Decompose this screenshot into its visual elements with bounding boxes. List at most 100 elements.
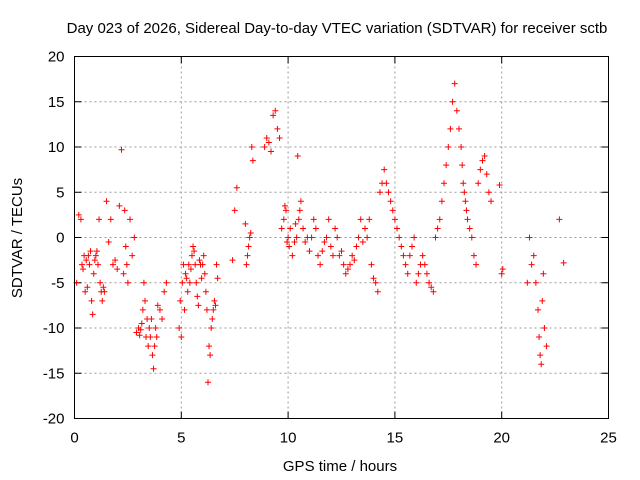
- data-points: [73, 80, 567, 386]
- data-point-marker: [183, 275, 190, 282]
- data-point-marker: [398, 243, 405, 250]
- data-point-marker: [120, 270, 127, 277]
- data-point-marker: [394, 225, 401, 232]
- data-point-marker: [460, 180, 467, 187]
- data-point-marker: [201, 270, 208, 277]
- data-point-marker: [415, 270, 422, 277]
- data-point-marker: [146, 325, 153, 331]
- data-point-marker: [184, 288, 191, 295]
- data-point-marker: [338, 248, 345, 255]
- data-point-marker: [214, 275, 221, 282]
- data-point-marker: [99, 297, 106, 304]
- data-point-marker: [231, 207, 238, 214]
- data-point-marker: [413, 279, 420, 286]
- data-point-marker: [163, 279, 170, 286]
- data-point-marker: [75, 211, 82, 218]
- data-point-marker: [229, 257, 236, 264]
- data-point-marker: [329, 252, 336, 259]
- data-point-marker: [212, 302, 219, 309]
- data-point-marker: [535, 306, 542, 313]
- data-point-marker: [121, 207, 128, 214]
- data-point-marker: [473, 261, 480, 268]
- data-point-marker: [127, 216, 134, 223]
- data-point-marker: [323, 234, 330, 241]
- data-point-marker: [93, 248, 100, 255]
- data-point-marker: [308, 234, 315, 241]
- data-point-marker: [265, 139, 272, 146]
- data-point-marker: [289, 252, 296, 259]
- x-axis-label: GPS time / hours: [283, 458, 397, 475]
- data-point-marker: [149, 352, 156, 359]
- data-point-marker: [182, 270, 189, 277]
- data-point-marker: [261, 144, 268, 150]
- x-tick-label: 10: [280, 430, 297, 447]
- data-point-marker: [376, 189, 383, 196]
- data-point-marker: [443, 162, 450, 169]
- data-point-marker: [428, 284, 435, 291]
- data-point-marker: [295, 216, 302, 223]
- data-point-marker: [203, 306, 210, 313]
- data-point-marker: [209, 315, 216, 322]
- data-point-marker: [211, 297, 218, 304]
- data-point-marker: [85, 252, 92, 259]
- data-point-marker: [340, 261, 347, 268]
- data-point-marker: [180, 261, 187, 268]
- data-point-marker: [296, 207, 303, 214]
- data-point-marker: [327, 243, 334, 250]
- data-point-marker: [344, 266, 351, 273]
- data-point-marker: [270, 112, 277, 119]
- data-point-marker: [156, 306, 163, 313]
- data-point-marker: [103, 198, 110, 205]
- data-point-marker: [528, 261, 535, 268]
- data-point-marker: [129, 252, 136, 259]
- data-point-marker: [536, 334, 543, 341]
- data-point-marker: [438, 198, 445, 205]
- data-point-marker: [445, 144, 452, 150]
- data-point-marker: [263, 134, 270, 141]
- data-point-marker: [287, 225, 294, 232]
- data-point-marker: [282, 207, 289, 214]
- data-point-marker: [148, 315, 155, 322]
- y-tick-label: 5: [56, 184, 64, 201]
- data-point-marker: [242, 220, 249, 227]
- y-tick-label: -10: [43, 320, 65, 337]
- data-point-marker: [200, 252, 207, 259]
- data-point-marker: [114, 266, 121, 273]
- y-axis-label: SDTVAR / TECUs: [9, 178, 26, 298]
- data-point-marker: [538, 361, 545, 368]
- data-point-marker: [355, 234, 362, 241]
- data-point-marker: [357, 216, 364, 223]
- data-point-marker: [391, 216, 398, 223]
- data-point-marker: [458, 144, 465, 150]
- grid-lines: [74, 56, 609, 419]
- data-point-marker: [284, 239, 291, 246]
- data-point-marker: [86, 261, 93, 268]
- data-point-marker: [191, 248, 198, 255]
- data-point-marker: [276, 134, 283, 141]
- data-point-marker: [247, 229, 254, 236]
- data-point-marker: [245, 243, 252, 250]
- data-point-marker: [92, 252, 99, 259]
- data-point-marker: [402, 261, 409, 268]
- data-point-marker: [359, 239, 366, 246]
- data-point-marker: [94, 261, 101, 268]
- data-point-marker: [556, 216, 563, 223]
- data-point-marker: [187, 266, 194, 273]
- data-point-marker: [336, 252, 343, 259]
- data-point-marker: [97, 279, 104, 286]
- data-point-marker: [475, 180, 482, 187]
- data-point-marker: [141, 297, 148, 304]
- data-point-marker: [107, 216, 114, 223]
- data-point-marker: [434, 225, 441, 232]
- data-point-marker: [488, 198, 495, 205]
- data-point-marker: [406, 252, 413, 259]
- data-point-marker: [274, 125, 281, 132]
- data-point-marker: [123, 261, 130, 268]
- data-point-marker: [540, 270, 547, 277]
- data-point-marker: [300, 225, 307, 232]
- data-point-marker: [347, 261, 354, 268]
- data-point-marker: [389, 207, 396, 214]
- data-point-marker: [325, 216, 332, 223]
- data-point-marker: [462, 198, 469, 205]
